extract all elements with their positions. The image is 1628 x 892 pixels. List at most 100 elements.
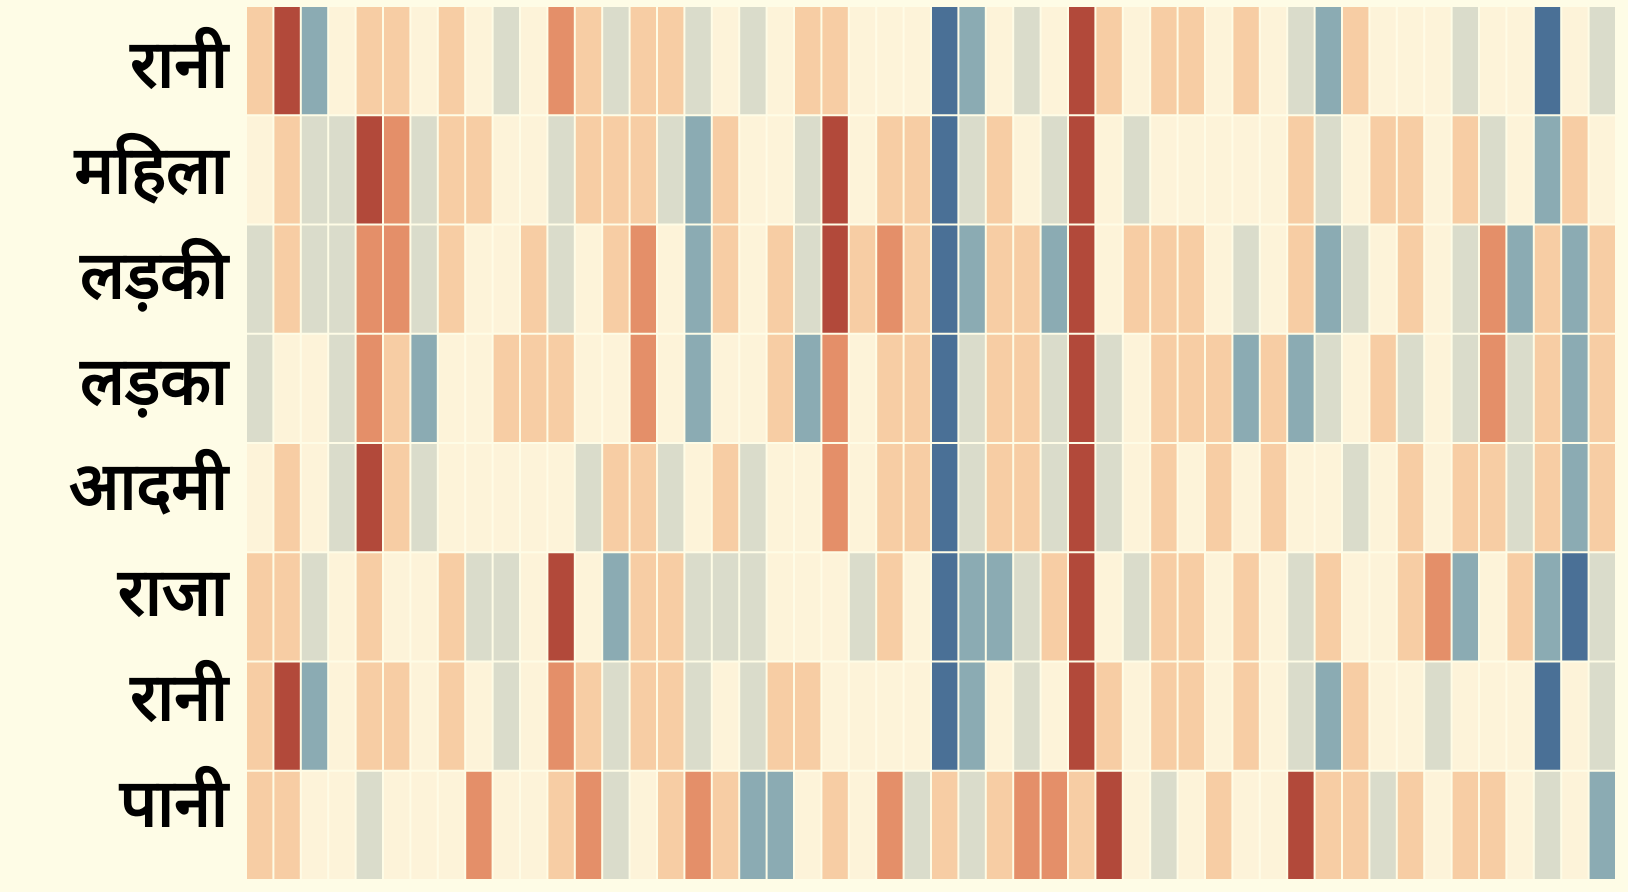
heatmap-cell-r2-c37 bbox=[1260, 225, 1287, 333]
heatmap-cell-r4-c36 bbox=[1233, 444, 1259, 552]
heatmap-cell-r5-c9 bbox=[493, 553, 519, 661]
heatmap-cell-r4-c20 bbox=[795, 444, 821, 552]
heatmap-cell-r3-c15 bbox=[658, 334, 684, 442]
heatmap-cell-r6-c18 bbox=[740, 662, 766, 770]
heatmap-cell-r2-c42 bbox=[1397, 225, 1424, 333]
heatmap-cell-r0-c10 bbox=[521, 7, 547, 115]
heatmap-cell-r2-c3 bbox=[329, 225, 355, 333]
heatmap-cell-r4-c38 bbox=[1288, 444, 1314, 552]
heatmap-cell-r5-c27 bbox=[986, 553, 1013, 661]
heatmap-cell-r1-c28 bbox=[1014, 116, 1040, 224]
heatmap-cell-r6-c5 bbox=[384, 662, 410, 770]
heatmap-cell-r5-c23 bbox=[877, 553, 903, 661]
heatmap-cell-r4-c30 bbox=[1069, 444, 1095, 552]
heatmap-cell-r1-c46 bbox=[1507, 116, 1533, 224]
heatmap-cell-r7-c25 bbox=[932, 771, 958, 879]
heatmap-cell-r5-c20 bbox=[795, 553, 821, 661]
heatmap-cell-r2-c39 bbox=[1315, 225, 1341, 333]
heatmap-cell-r0-c7 bbox=[438, 7, 465, 115]
heatmap-cell-r1-c8 bbox=[466, 116, 492, 224]
heatmap-cell-r4-c46 bbox=[1507, 444, 1533, 552]
heatmap-cell-r0-c0 bbox=[247, 7, 273, 115]
heatmap-cell-r2-c47 bbox=[1534, 225, 1561, 333]
heatmap-cell-r1-c0 bbox=[247, 116, 273, 224]
heatmap-cell-r4-c6 bbox=[411, 444, 437, 552]
heatmap-cell-r6-c49 bbox=[1589, 662, 1615, 770]
heatmap-cell-r3-c12 bbox=[575, 334, 602, 442]
heatmap-cell-r5-c11 bbox=[548, 553, 574, 661]
heatmap-cell-r7-c31 bbox=[1096, 771, 1122, 879]
heatmap-cell-r7-c11 bbox=[548, 771, 574, 879]
heatmap-cell-r6-c24 bbox=[904, 662, 930, 770]
heatmap-cell-r1-c21 bbox=[822, 116, 848, 224]
heatmap-cell-r4-c43 bbox=[1425, 444, 1451, 552]
heatmap-cell-r2-c35 bbox=[1206, 225, 1232, 333]
heatmap-cell-r3-c0 bbox=[247, 334, 273, 442]
heatmap-cell-r4-c10 bbox=[521, 444, 547, 552]
heatmap-cell-r0-c30 bbox=[1069, 7, 1095, 115]
heatmap-cell-r5-c35 bbox=[1206, 553, 1232, 661]
heatmap-cell-r2-c22 bbox=[849, 225, 876, 333]
heatmap-cell-r0-c25 bbox=[932, 7, 958, 115]
heatmap-cell-r0-c5 bbox=[384, 7, 410, 115]
heatmap-cell-r5-c24 bbox=[904, 553, 930, 661]
heatmap-cell-r4-c9 bbox=[493, 444, 519, 552]
heatmap-cell-r6-c23 bbox=[877, 662, 903, 770]
heatmap-cell-r2-c24 bbox=[904, 225, 930, 333]
heatmap-cell-r6-c34 bbox=[1178, 662, 1204, 770]
heatmap-cell-r0-c15 bbox=[658, 7, 684, 115]
heatmap-cell-r1-c44 bbox=[1452, 116, 1478, 224]
heatmap-cell-r4-c42 bbox=[1397, 444, 1424, 552]
heatmap-cell-r1-c42 bbox=[1397, 116, 1424, 224]
heatmap-cell-r4-c44 bbox=[1452, 444, 1478, 552]
heatmap-cell-r0-c36 bbox=[1233, 7, 1259, 115]
heatmap-cell-r1-c29 bbox=[1041, 116, 1067, 224]
heatmap-cell-r0-c20 bbox=[795, 7, 821, 115]
heatmap-cell-r4-c31 bbox=[1096, 444, 1122, 552]
heatmap-cell-r4-c29 bbox=[1041, 444, 1067, 552]
heatmap-cell-r4-c16 bbox=[685, 444, 711, 552]
heatmap-cell-r3-c26 bbox=[959, 334, 985, 442]
heatmap-cell-r5-c40 bbox=[1343, 553, 1369, 661]
heatmap-cell-r3-c25 bbox=[932, 334, 958, 442]
heatmap-cell-r6-c28 bbox=[1014, 662, 1040, 770]
heatmap-cell-r1-c45 bbox=[1480, 116, 1506, 224]
heatmap-cell-r7-c48 bbox=[1562, 771, 1588, 879]
heatmap-cell-r2-c21 bbox=[822, 225, 848, 333]
heatmap-cell-r4-c14 bbox=[630, 444, 656, 552]
heatmap-cell-r6-c26 bbox=[959, 662, 985, 770]
heatmap-cell-r6-c1 bbox=[274, 662, 300, 770]
heatmap-cell-r0-c22 bbox=[849, 7, 876, 115]
heatmap-cell-r2-c41 bbox=[1370, 225, 1396, 333]
heatmap-cell-r5-c42 bbox=[1397, 553, 1424, 661]
row-label-3: लड़का bbox=[80, 343, 228, 420]
heatmap-cell-r6-c41 bbox=[1370, 662, 1396, 770]
heatmap-cell-r7-c41 bbox=[1370, 771, 1396, 879]
heatmap-cell-r1-c43 bbox=[1425, 116, 1451, 224]
heatmap-cell-r0-c44 bbox=[1452, 7, 1478, 115]
heatmap-cell-r3-c30 bbox=[1069, 334, 1095, 442]
heatmap-cell-r4-c41 bbox=[1370, 444, 1396, 552]
heatmap-cell-r5-c22 bbox=[849, 553, 876, 661]
heatmap-cell-r5-c8 bbox=[466, 553, 492, 661]
heatmap-cell-r3-c36 bbox=[1233, 334, 1259, 442]
heatmap-cell-r7-c4 bbox=[356, 771, 382, 879]
heatmap-cell-r0-c41 bbox=[1370, 7, 1396, 115]
row-label-4: आदमी bbox=[68, 448, 228, 525]
heatmap-cell-r2-c25 bbox=[932, 225, 958, 333]
heatmap-cell-r4-c37 bbox=[1260, 444, 1287, 552]
heatmap-cell-r7-c9 bbox=[493, 771, 519, 879]
heatmap-cell-r5-c15 bbox=[658, 553, 684, 661]
heatmap-cell-r5-c37 bbox=[1260, 553, 1287, 661]
heatmap-cell-r1-c16 bbox=[685, 116, 711, 224]
heatmap-cell-r7-c37 bbox=[1260, 771, 1287, 879]
heatmap-cell-r7-c44 bbox=[1452, 771, 1478, 879]
heatmap-cell-r1-c27 bbox=[986, 116, 1013, 224]
heatmap-cell-r2-c14 bbox=[630, 225, 656, 333]
heatmap-cell-r2-c32 bbox=[1123, 225, 1150, 333]
heatmap-cell-r2-c33 bbox=[1151, 225, 1177, 333]
heatmap-cell-r3-c38 bbox=[1288, 334, 1314, 442]
heatmap-cell-r5-c34 bbox=[1178, 553, 1204, 661]
heatmap-cell-r3-c7 bbox=[438, 334, 465, 442]
heatmap-cell-r7-c1 bbox=[274, 771, 300, 879]
